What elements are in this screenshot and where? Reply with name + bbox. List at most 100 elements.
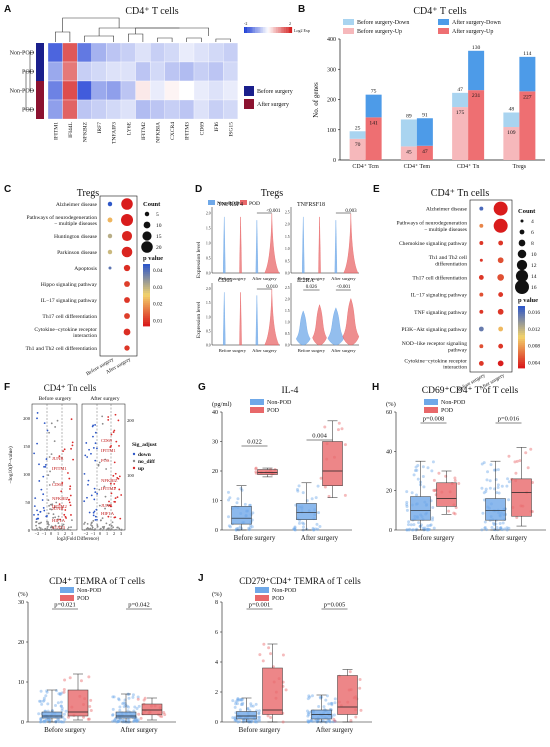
bar-value-down: 47 bbox=[457, 87, 463, 93]
heatmap-cell bbox=[77, 99, 92, 120]
dendro-line bbox=[84, 35, 114, 42]
violin bbox=[264, 289, 280, 346]
data-point bbox=[241, 701, 245, 705]
data-point bbox=[246, 706, 250, 710]
data-point bbox=[237, 698, 241, 702]
data-point bbox=[480, 462, 484, 466]
volcano-point bbox=[94, 442, 97, 445]
p-scale-swatch bbox=[143, 321, 150, 325]
volcano-point bbox=[39, 511, 42, 513]
p-value-label: p=0.016 bbox=[498, 416, 520, 423]
legend-dot bbox=[515, 269, 529, 283]
data-point bbox=[326, 719, 330, 723]
volcano-point bbox=[34, 497, 37, 500]
volcano-point bbox=[54, 529, 57, 531]
p-scale-swatch bbox=[143, 315, 150, 319]
heatmap-col-label: IFI6 bbox=[214, 122, 220, 132]
gene-label: TNFRSF4 bbox=[218, 202, 243, 208]
data-point bbox=[482, 498, 486, 502]
data-point bbox=[325, 694, 329, 698]
scale-swatch bbox=[245, 27, 248, 33]
data-point bbox=[306, 697, 310, 701]
data-point bbox=[426, 528, 430, 532]
volcano-point bbox=[39, 527, 42, 530]
data-point bbox=[248, 526, 252, 530]
scale-swatch bbox=[287, 27, 289, 33]
legend-label: 10 bbox=[156, 223, 162, 229]
group-label: Before surgery bbox=[39, 395, 72, 402]
data-point bbox=[309, 719, 313, 723]
pathway-label: Th17 cell differentiation bbox=[42, 313, 97, 320]
panel-b-bars: B CD4⁺ T cells 0 100 200 300 400 No. of genes 70… bbox=[298, 4, 545, 170]
p-scale-swatch bbox=[518, 345, 525, 348]
volcano-point bbox=[114, 501, 117, 503]
gene-tag: NFKBIZ bbox=[52, 496, 69, 501]
y-tick-label: 50 bbox=[25, 500, 30, 505]
data-point bbox=[327, 494, 331, 498]
p-scale-swatch bbox=[518, 341, 525, 344]
dot bbox=[498, 292, 504, 298]
pathway-label: TNF signaling pathway bbox=[414, 310, 467, 316]
data-point bbox=[358, 686, 362, 690]
data-point bbox=[453, 476, 457, 480]
y-tick-label: 300 bbox=[327, 67, 336, 73]
p-scale-swatch bbox=[518, 337, 525, 340]
volcano-point bbox=[49, 526, 52, 529]
scale-swatch bbox=[261, 27, 264, 33]
box bbox=[41, 711, 63, 719]
data-point bbox=[415, 468, 419, 472]
y-tick-label: 0.0 bbox=[285, 344, 290, 348]
volcano-point bbox=[64, 509, 67, 511]
volcano-point bbox=[56, 528, 59, 531]
data-point bbox=[135, 719, 139, 723]
data-point bbox=[236, 720, 240, 724]
panel-letter: F bbox=[4, 382, 10, 393]
y-tick-label: 0.5 bbox=[206, 329, 211, 333]
volcano-point bbox=[47, 512, 50, 515]
data-point bbox=[505, 526, 509, 530]
data-point bbox=[45, 717, 49, 721]
data-point bbox=[253, 720, 257, 724]
volcano-point bbox=[116, 496, 119, 499]
heatmap-cell bbox=[193, 99, 209, 120]
p-scale-swatch bbox=[143, 307, 150, 310]
data-point bbox=[42, 719, 46, 723]
p-scale-swatch bbox=[143, 272, 150, 275]
data-point bbox=[59, 704, 63, 708]
y-tick-label: 2.5 bbox=[285, 286, 290, 290]
data-point bbox=[428, 524, 432, 528]
data-point bbox=[518, 459, 522, 463]
heatmap-row-label: Non-POD bbox=[10, 89, 35, 95]
p-scale-swatch bbox=[518, 306, 525, 309]
data-point bbox=[39, 720, 43, 724]
heatmap-row-label: POD bbox=[22, 70, 35, 76]
p-scale-swatch bbox=[143, 288, 150, 292]
volcano-point bbox=[110, 433, 113, 436]
legend-dot bbox=[518, 239, 526, 247]
p-value-label: p=0.001 bbox=[249, 602, 271, 609]
data-point bbox=[254, 467, 258, 471]
dot bbox=[107, 217, 113, 223]
volcano-point bbox=[55, 501, 58, 504]
x-tick-label: Before surgery bbox=[219, 348, 247, 353]
p-scale-swatch bbox=[143, 323, 150, 327]
bar-value-down: 114 bbox=[523, 51, 531, 57]
box bbox=[485, 498, 506, 521]
heatmap-cell bbox=[179, 80, 195, 101]
volcano-point bbox=[39, 529, 42, 531]
data-point bbox=[111, 695, 115, 699]
p-scale-swatch bbox=[143, 292, 150, 296]
gene-tag: FOS bbox=[101, 458, 110, 463]
panel-title: Tregs bbox=[77, 188, 100, 199]
data-point bbox=[257, 719, 261, 723]
scale-swatch bbox=[260, 27, 262, 33]
p-scale-label: 0.012 bbox=[528, 327, 540, 333]
p-scale-swatch bbox=[143, 301, 150, 304]
x-tick-label: After surgery bbox=[120, 726, 158, 734]
legend-label: After surgery bbox=[257, 101, 289, 108]
legend-label: After surgery-Up bbox=[452, 28, 493, 35]
data-point bbox=[254, 466, 258, 470]
x-tick-label: Before surgery bbox=[239, 726, 281, 734]
data-point bbox=[505, 484, 509, 488]
volcano-point bbox=[114, 472, 117, 475]
